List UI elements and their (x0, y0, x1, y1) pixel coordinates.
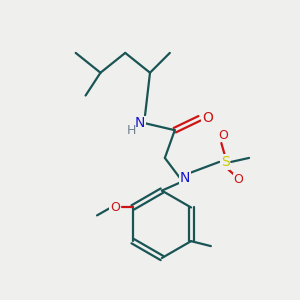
Text: O: O (233, 173, 243, 186)
Text: N: N (179, 171, 190, 185)
Text: O: O (233, 173, 243, 186)
Text: N: N (135, 116, 145, 130)
Text: H: H (127, 124, 136, 137)
Text: S: S (221, 155, 230, 169)
Text: O: O (218, 129, 228, 142)
Text: O: O (218, 129, 228, 142)
Text: O: O (202, 111, 213, 125)
Text: H: H (127, 124, 136, 137)
Text: O: O (202, 111, 213, 125)
Text: N: N (179, 171, 190, 185)
Text: S: S (221, 155, 230, 169)
Text: N: N (135, 116, 145, 130)
Text: O: O (110, 201, 120, 214)
Text: O: O (110, 201, 120, 214)
